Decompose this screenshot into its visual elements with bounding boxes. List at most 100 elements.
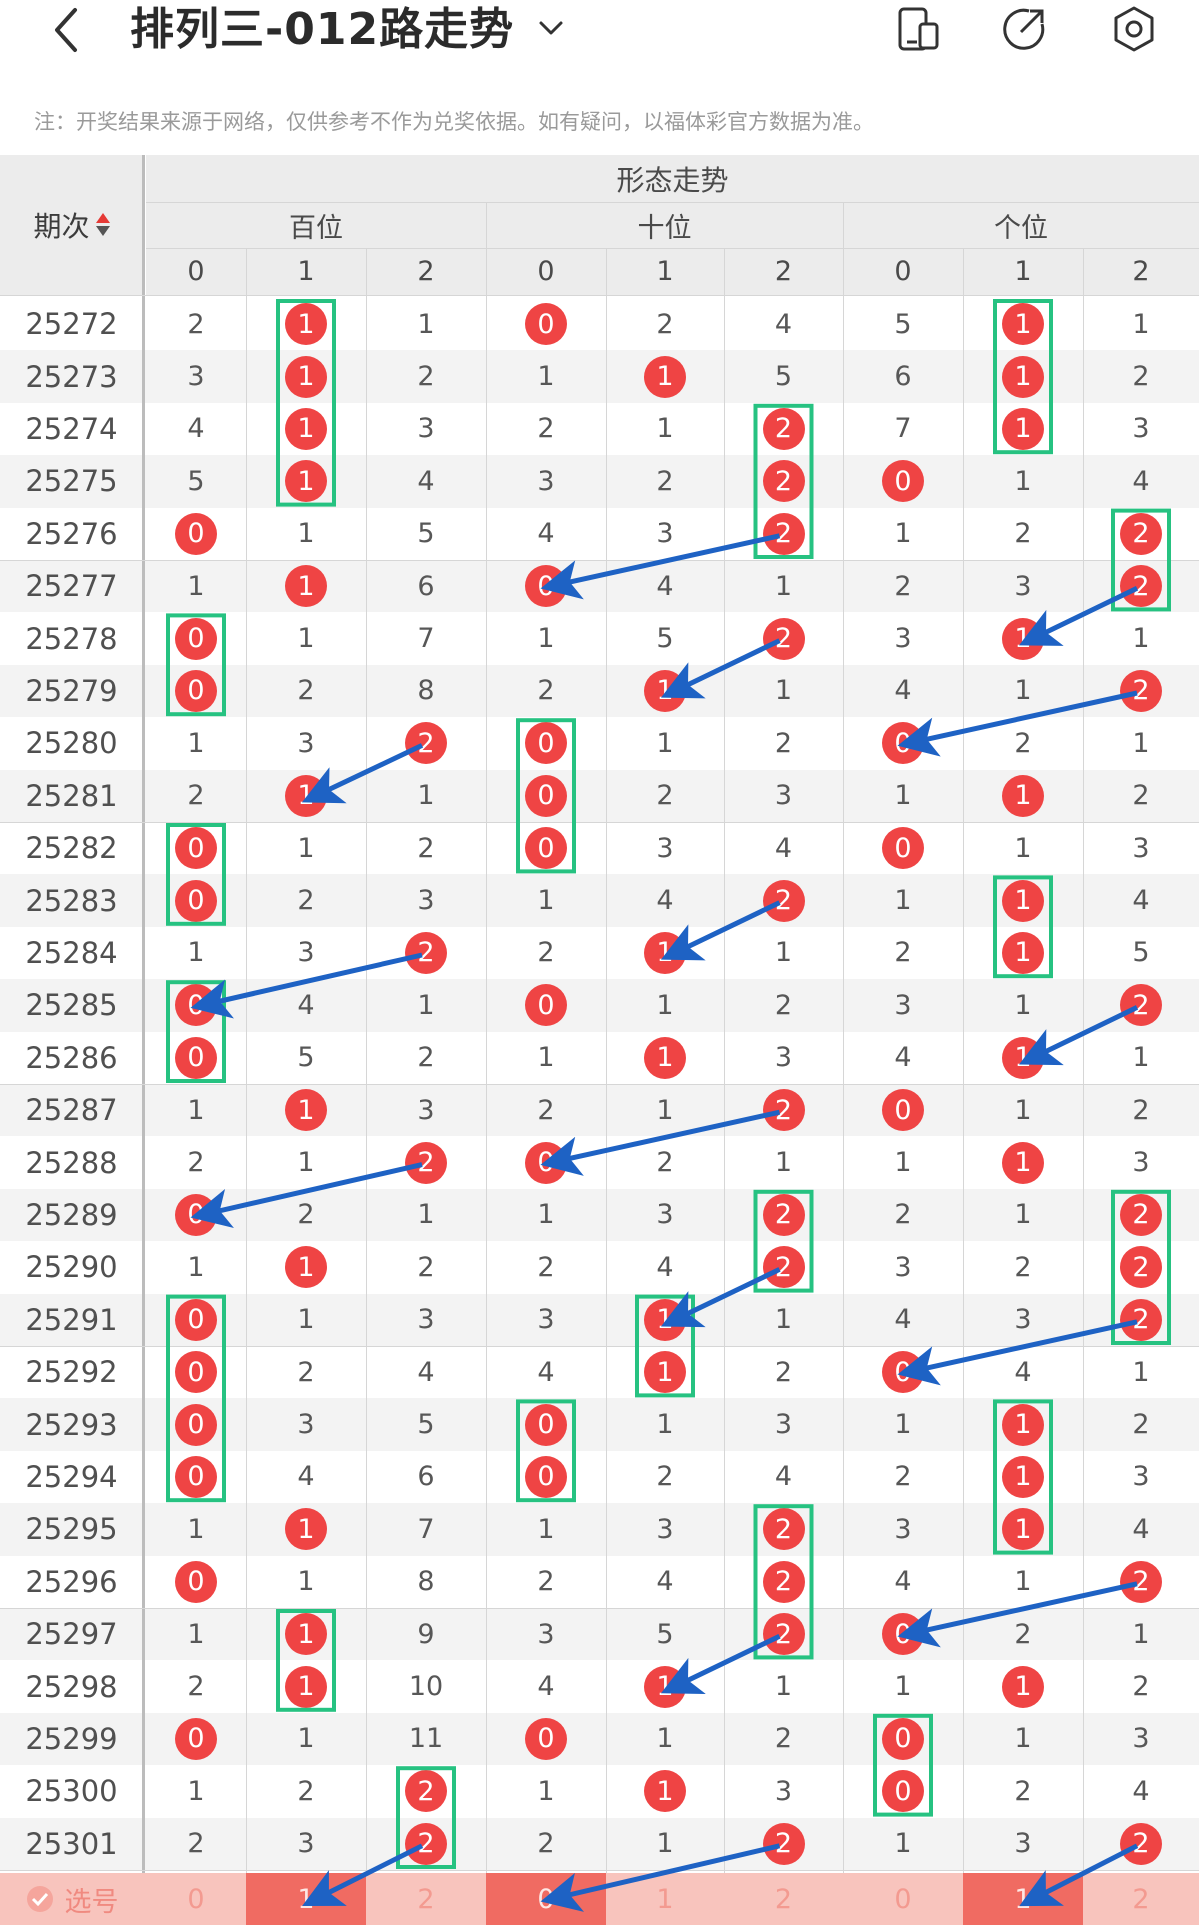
hit-ball: 2 (762, 1246, 805, 1289)
group-header-hundreds: 百位 (146, 202, 486, 248)
gap-cell: 3 (894, 989, 912, 1021)
settings-icon[interactable] (1109, 4, 1159, 54)
gap-cell: 5 (774, 361, 793, 393)
hit-ball: 1 (644, 1298, 686, 1341)
hit-ball: 2 (1120, 1560, 1162, 1603)
hit-ball: 1 (1002, 1508, 1044, 1551)
hit-ball: 0 (525, 1141, 567, 1184)
phone-layout-icon[interactable] (893, 4, 943, 54)
hit-cell: 2 (724, 1608, 843, 1660)
period-cell: 25282 (25, 831, 118, 866)
gap-cell: 3 (774, 1042, 793, 1074)
gap-cell: 1 (417, 780, 435, 812)
table-row: 25289 0 2 1 1 3 2 2 1 2 (0, 1188, 1199, 1242)
select-digit-cell[interactable]: 1 (656, 1883, 674, 1915)
hit-cell: 0 (486, 979, 606, 1031)
hit-cell: 1 (606, 1294, 724, 1346)
hit-ball: 2 (762, 1560, 805, 1603)
gap-cell: 4 (537, 518, 555, 550)
select-digit-cell[interactable]: 2 (417, 1883, 435, 1915)
chevron-left-icon[interactable] (45, 2, 89, 58)
select-digit-cell[interactable]: 0 (187, 1883, 205, 1915)
grid-line (0, 1870, 1199, 1871)
hit-cell: 2 (1083, 1241, 1199, 1293)
select-digit-cell[interactable]: 0 (486, 1873, 606, 1925)
hit-ball: 0 (525, 774, 567, 817)
gap-cell: 2 (894, 1199, 912, 1231)
period-cell: 25295 (25, 1512, 118, 1547)
table-row: 25301 2 3 2 2 1 2 1 3 2 (0, 1817, 1199, 1870)
gap-cell: 2 (297, 1775, 315, 1807)
select-number-label: 选号 (64, 1886, 119, 1918)
hit-cell: 0 (146, 1346, 246, 1398)
hit-cell: 1 (606, 350, 724, 402)
share-icon[interactable] (999, 4, 1049, 54)
gap-cell: 1 (1132, 623, 1150, 655)
gap-cell: 1 (537, 1199, 555, 1231)
gap-cell: 4 (774, 308, 793, 340)
select-digit-cell[interactable]: 1 (963, 1873, 1083, 1925)
gap-cell: 2 (537, 937, 555, 969)
hit-ball: 0 (525, 1717, 567, 1760)
hit-ball: 1 (644, 931, 686, 974)
hit-cell: 0 (486, 717, 606, 769)
gap-cell: 6 (417, 570, 435, 602)
gap-cell: 1 (297, 1723, 315, 1755)
gap-cell: 2 (1132, 1094, 1150, 1126)
hit-cell: 2 (724, 874, 843, 926)
sort-icon[interactable] (95, 213, 110, 237)
app-header: 排列三-012路走势 (0, 0, 1199, 70)
select-digit-cell[interactable]: 2 (1132, 1883, 1150, 1915)
gap-cell: 2 (1132, 780, 1150, 812)
select-digit-cell[interactable]: 1 (246, 1873, 366, 1925)
hit-cell: 2 (1083, 979, 1199, 1031)
select-digit-cell[interactable]: 2 (774, 1883, 793, 1915)
period-cell: 25292 (25, 1355, 118, 1390)
hit-cell: 1 (606, 665, 724, 717)
period-cell: 25296 (25, 1564, 118, 1599)
hit-cell: 1 (963, 1136, 1083, 1188)
gap-cell: 2 (297, 675, 315, 707)
hit-cell: 1 (606, 1765, 724, 1817)
hit-ball: 1 (1002, 1036, 1044, 1079)
table-row: 25277 1 1 6 0 4 1 2 3 2 (0, 560, 1199, 613)
hit-cell: 0 (146, 665, 246, 717)
gap-cell: 1 (894, 1671, 912, 1703)
gap-cell: 1 (1014, 1094, 1032, 1126)
hit-ball: 2 (405, 1822, 447, 1865)
period-cell: 25276 (25, 516, 118, 551)
hit-ball: 2 (1120, 1298, 1162, 1341)
table-row: 25296 0 1 8 2 4 2 4 1 2 (0, 1556, 1199, 1608)
period-cell: 25273 (25, 359, 118, 394)
gap-cell: 1 (894, 518, 912, 550)
gap-cell: 2 (1014, 1251, 1032, 1283)
period-cell: 25283 (25, 883, 118, 918)
hit-ball: 2 (762, 512, 805, 555)
period-header[interactable]: 期次 (0, 155, 143, 295)
table-row: 25274 4 1 3 2 1 2 7 1 3 (0, 403, 1199, 455)
gap-cell: 1 (1014, 989, 1032, 1021)
gap-cell: 1 (894, 885, 912, 917)
hit-cell: 2 (724, 508, 843, 560)
table-row: 25298 2 1 10 4 1 1 1 1 2 (0, 1660, 1199, 1712)
hit-cell: 1 (606, 1660, 724, 1712)
gap-cell: 1 (187, 570, 205, 602)
hit-ball: 1 (1002, 1455, 1044, 1498)
period-cell: 25290 (25, 1250, 118, 1285)
hit-cell: 2 (1083, 665, 1199, 717)
hit-cell: 0 (486, 822, 606, 874)
gap-cell: 1 (656, 1094, 674, 1126)
hit-ball: 1 (1002, 355, 1044, 398)
gap-cell: 3 (1014, 1304, 1032, 1336)
gap-cell: 3 (297, 937, 315, 969)
hit-ball: 0 (175, 1351, 217, 1394)
hit-cell: 0 (843, 1713, 963, 1765)
period-cell: 25294 (25, 1459, 118, 1494)
hit-ball: 1 (1002, 774, 1044, 817)
select-digit-cell[interactable]: 0 (894, 1883, 912, 1915)
chevron-down-icon[interactable] (535, 12, 567, 44)
check-circle-icon (26, 1886, 53, 1912)
gap-cell: 1 (187, 1618, 205, 1650)
select-number-button[interactable]: 选号 (0, 1873, 143, 1925)
hit-ball: 2 (762, 1193, 805, 1236)
